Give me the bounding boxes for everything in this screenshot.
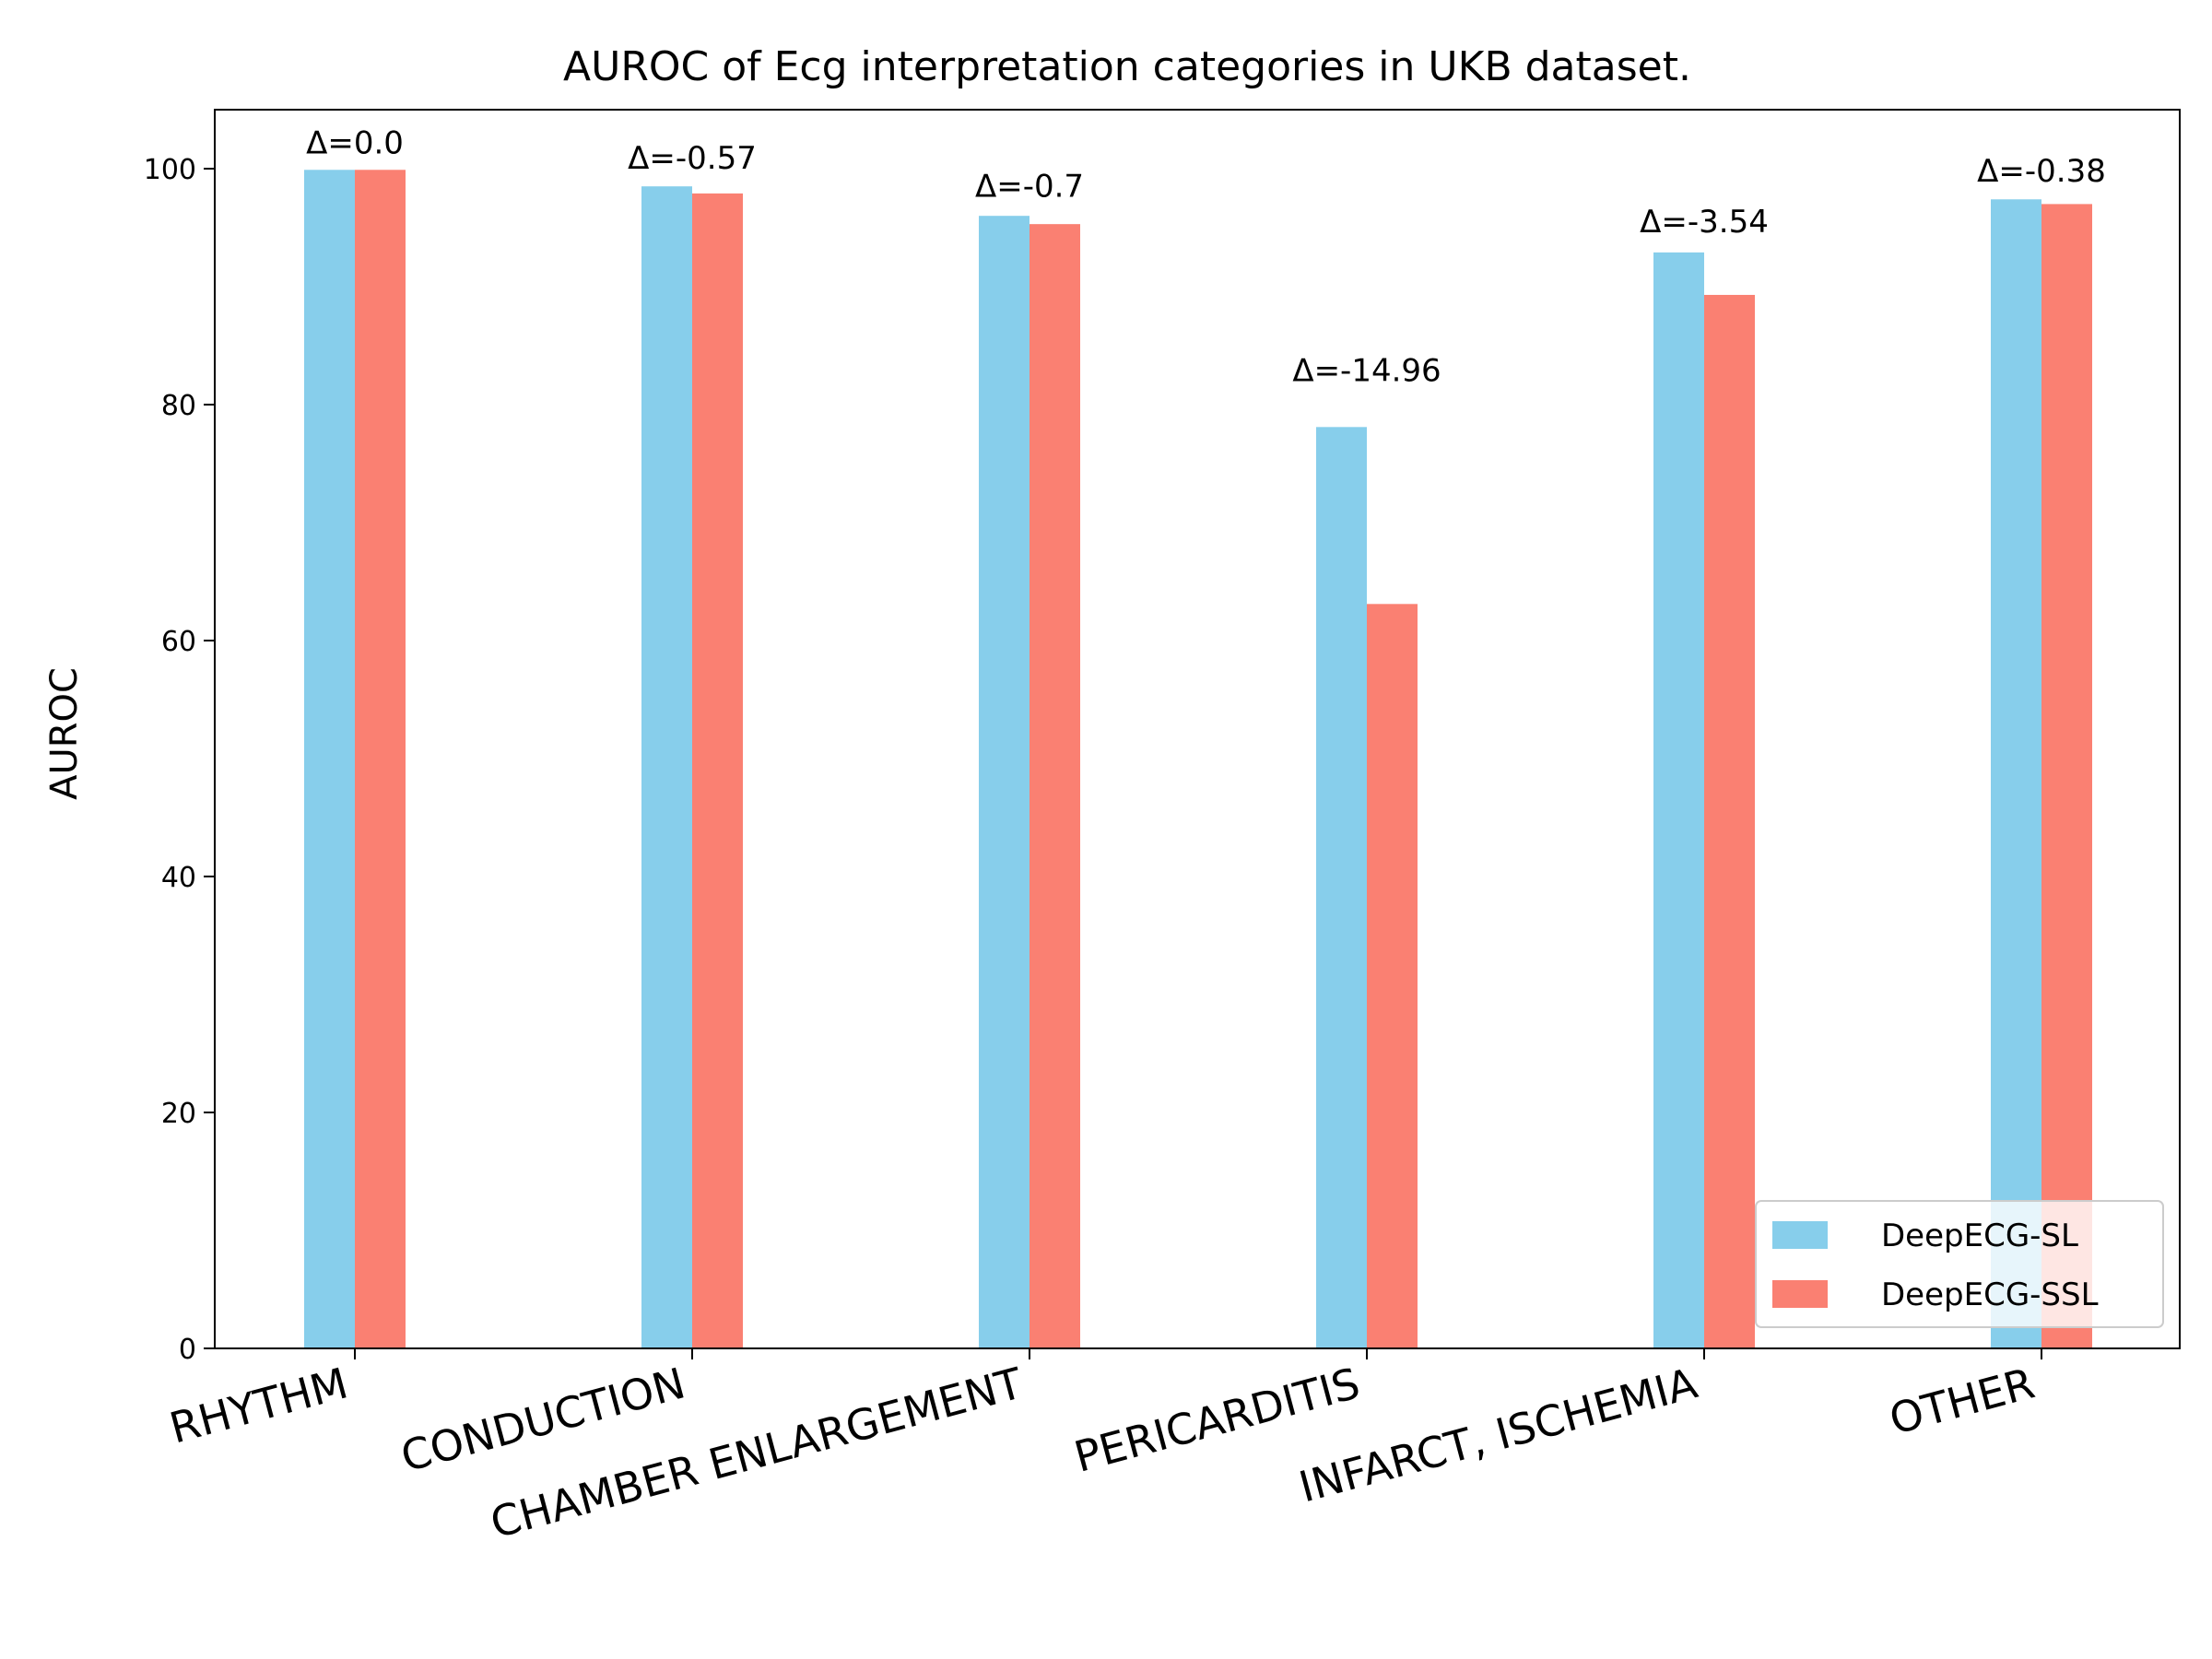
legend-swatch-sl: [1772, 1221, 1828, 1249]
y-tick-label-100: 100: [144, 154, 196, 186]
bar-sl-4: [1653, 252, 1704, 1348]
y-tick-label-20: 20: [161, 1098, 196, 1130]
axes-frame: [214, 109, 2181, 1349]
delta-annotation-2: Δ=-0.7: [975, 169, 1084, 206]
legend-label-ssl: DeepECG-SSL: [1881, 1277, 2099, 1313]
bar-sl-0: [304, 170, 355, 1348]
delta-annotation-1: Δ=-0.57: [628, 140, 757, 177]
legend-label-sl: DeepECG-SL: [1881, 1218, 2078, 1254]
delta-annotation-5: Δ=-0.38: [1977, 153, 2106, 190]
bar-sl-5: [1991, 199, 2041, 1348]
bar-ssl-3: [1367, 604, 1418, 1348]
y-tick-label-80: 80: [161, 390, 196, 422]
y-tick-label-0: 0: [179, 1334, 196, 1366]
chart-title: AUROC of Ecg interpretation categories i…: [563, 43, 1691, 90]
bar-ssl-0: [355, 170, 406, 1348]
y-tick-label-60: 60: [161, 626, 196, 658]
bar-sl-3: [1316, 427, 1367, 1348]
bar-sl-1: [641, 186, 692, 1349]
legend-box: [1755, 1200, 2164, 1328]
legend: DeepECG-SL DeepECG-SSL: [1755, 1200, 2164, 1328]
y-axis-label: AUROC: [43, 667, 86, 800]
delta-annotation-3: Δ=-14.96: [1292, 352, 1441, 389]
bar-ssl-4: [1704, 294, 1755, 1349]
delta-annotation-4: Δ=-3.54: [1640, 204, 1769, 241]
bar-ssl-1: [692, 193, 743, 1348]
bar-ssl-2: [1030, 224, 1080, 1348]
y-tick-label-40: 40: [161, 862, 196, 894]
bar-ssl-5: [2041, 204, 2092, 1348]
delta-annotation-0: Δ=0.0: [306, 124, 404, 161]
legend-swatch-ssl: [1772, 1280, 1828, 1308]
bar-sl-2: [979, 216, 1030, 1349]
